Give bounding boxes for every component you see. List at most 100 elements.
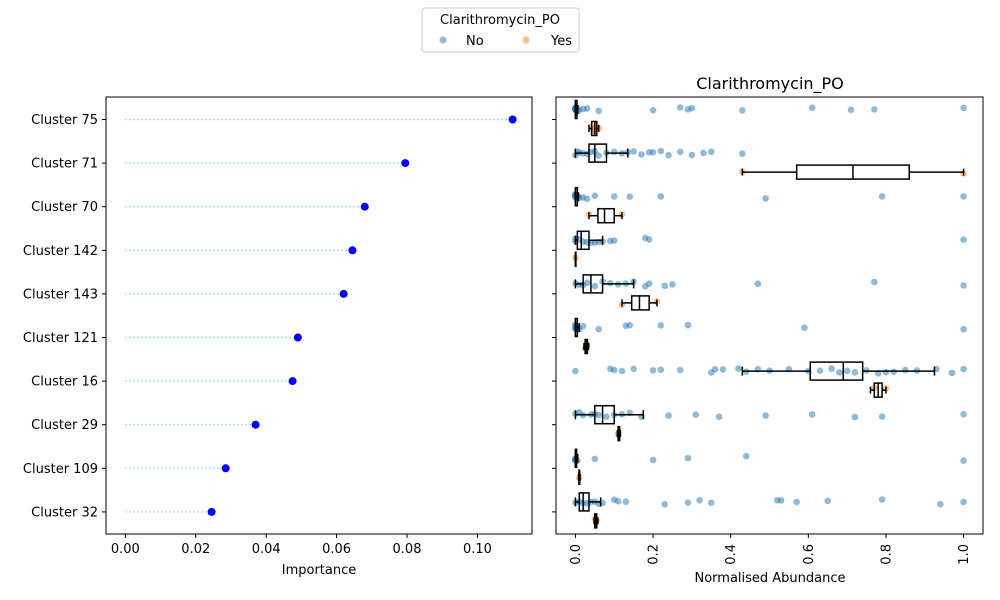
abundance-point-no [960, 365, 967, 373]
abundance-point-no [657, 147, 665, 155]
box-body [594, 404, 615, 425]
importance-point [207, 507, 216, 516]
abundance-point-no [878, 413, 886, 420]
abundance-point-no [645, 280, 653, 287]
abundance-axes-frame [555, 96, 984, 535]
importance-y-tick-label: Cluster 109 [23, 462, 98, 477]
abundance-point-no [572, 367, 579, 375]
abundance-point-no [828, 365, 835, 372]
abundance-panel: Clarithromycin_PO 0.0 0.2 0.4 0.6 0.8 1.0 Nor… [552, 74, 984, 586]
abundance-point-no [661, 501, 668, 508]
abundance-point-no [669, 281, 676, 288]
abundance-point-no [878, 496, 886, 503]
abundance-point-no [595, 107, 602, 115]
abundance-point-no [583, 195, 591, 203]
abundance-point-no [657, 193, 665, 200]
box-body [588, 143, 608, 163]
abundance-point-no [777, 497, 785, 504]
box-body [630, 295, 650, 311]
abundance-point-no [649, 149, 657, 156]
abundance-point-no [692, 411, 700, 418]
abundance-point-no [843, 367, 851, 375]
abundance-point-no [762, 412, 769, 419]
importance-point [221, 464, 230, 473]
abundance-title: Clarithromycin_PO [696, 74, 844, 94]
box-body [576, 230, 590, 251]
importance-x-tick-label: 0.06 [322, 542, 351, 557]
abundance-point-no [836, 369, 843, 376]
abundance-point-no [847, 106, 855, 114]
abundance-point-no [649, 367, 657, 374]
importance-y-tick-label: Cluster 16 [31, 375, 98, 390]
importance-point [339, 289, 348, 298]
abundance-point-no [610, 148, 618, 156]
abundance-point-no [684, 499, 692, 506]
importance-y-tick-label: Cluster 75 [31, 113, 98, 128]
abundance-point-no [739, 150, 746, 157]
abundance-point-no [863, 366, 870, 374]
abundance-point-no [960, 457, 967, 464]
box-body [582, 274, 604, 294]
abundance-point-no [626, 193, 634, 200]
abundance-x-axis-label: Normalised Abundance [694, 571, 845, 586]
legend-label-no: No [466, 34, 484, 49]
abundance-point-no [657, 322, 665, 329]
importance-point [401, 159, 410, 168]
importance-x-tick-label: 0.02 [181, 542, 210, 557]
abundance-point-no [626, 321, 634, 329]
legend-label-yes: Yes [550, 34, 572, 49]
abundance-point-no [696, 496, 703, 504]
box-body [597, 207, 615, 224]
legend-frame [421, 7, 580, 53]
abundance-point-no [960, 325, 967, 333]
abundance-point-no [610, 237, 618, 244]
importance-point [360, 202, 369, 211]
importance-axes-frame [105, 96, 533, 535]
abundance-point-no [595, 411, 602, 419]
abundance-point-no [871, 106, 878, 113]
importance-point [293, 333, 302, 342]
abundance-point-no [684, 321, 692, 329]
abundance-point-no [700, 149, 707, 157]
abundance-point-no [711, 365, 719, 373]
abundance-point-no [649, 106, 657, 114]
abundance-point-no [715, 413, 723, 421]
abundance-x-tick-label: 0.0 [569, 544, 584, 565]
abundance-point-no [661, 282, 668, 290]
abundance-point-no [618, 367, 626, 375]
abundance-point-no [583, 105, 591, 112]
abundance-point-no [595, 152, 602, 159]
abundance-point-no [583, 279, 591, 287]
abundance-point-no [793, 498, 800, 506]
abundance-point-no [735, 365, 742, 372]
abundance-point-no [579, 322, 587, 330]
abundance-x-tick-label: 0.8 [879, 544, 894, 565]
abundance-point-no [707, 148, 715, 156]
importance-x-tick-label: 0.10 [463, 542, 492, 557]
abundance-point-no [960, 236, 967, 243]
abundance-point-no [591, 455, 599, 463]
abundance-point-no [610, 193, 618, 200]
importance-point [348, 246, 357, 255]
abundance-point-no [622, 498, 630, 506]
importance-x-axis-label: Importance [282, 563, 357, 578]
abundance-point-no [948, 369, 956, 377]
abundance-point-no [878, 193, 886, 200]
abundance-point-no [614, 497, 622, 505]
abundance-point-no [676, 104, 684, 111]
abundance-point-no [630, 148, 637, 155]
abundance-point-no [657, 366, 665, 374]
abundance-point-no [676, 148, 684, 156]
abundance-point-no [688, 151, 696, 159]
abundance-point-no [882, 368, 890, 376]
abundance-point-no [937, 500, 944, 508]
abundance-point-no [591, 192, 599, 200]
abundance-point-no [665, 412, 672, 419]
box-body [578, 492, 590, 512]
legend-title: Clarithromycin_PO [440, 13, 560, 28]
abundance-point-no [595, 325, 602, 333]
legend-marker-no [439, 36, 447, 44]
importance-y-tick-label: Cluster 121 [23, 331, 98, 346]
abundance-point-no [630, 365, 637, 373]
